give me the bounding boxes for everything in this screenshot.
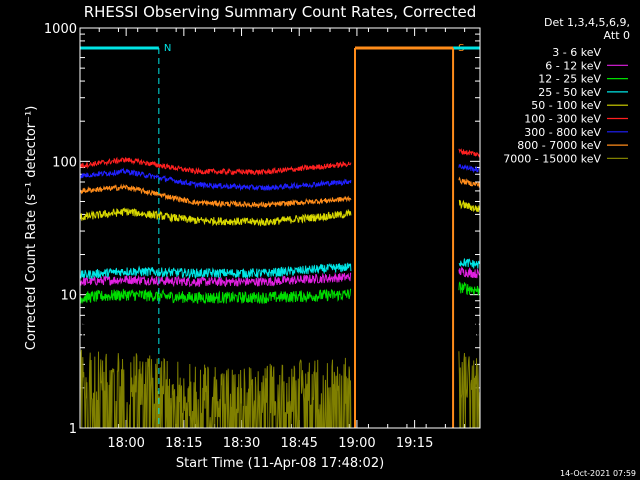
series-line-segment <box>458 265 480 279</box>
chart-title: RHESSI Observing Summary Count Rates, Co… <box>84 3 477 21</box>
flag-label: N <box>164 43 171 54</box>
series-50-100-kev <box>79 199 481 227</box>
plot-area: 1000 100 10 1 18:00 18:15 18:30 18:45 19:00 19:15… <box>44 22 481 451</box>
series-300-800-kev <box>79 164 480 192</box>
series-line-segment <box>458 164 480 174</box>
series-6-12-kev <box>79 265 480 288</box>
x-axis-label: Start Time (11-Apr-08 17:48:02) <box>176 456 384 471</box>
series-line-segment <box>458 351 481 429</box>
legend-item-label: 100 - 300 keV <box>524 113 601 126</box>
legend-item-label: 7000 - 15000 keV <box>503 152 601 165</box>
legend-item-label: 50 - 100 keV <box>531 99 601 112</box>
x-tick-label: 18:45 <box>280 436 317 451</box>
y-tick-label: 1 <box>69 422 77 437</box>
series-line-segment <box>79 167 352 192</box>
series-line-segment <box>79 288 352 305</box>
series-line-segment <box>79 183 352 209</box>
series-line-segment <box>458 148 481 158</box>
legend-item-label: 25 - 50 keV <box>538 86 601 99</box>
legend-item-label: 12 - 25 keV <box>538 73 601 86</box>
legend-title-line-2: Att 0 <box>604 29 630 42</box>
x-tick-label: 18:30 <box>223 436 260 451</box>
legend-item-label: 800 - 7000 keV <box>517 139 601 152</box>
series-line-segment <box>458 281 481 296</box>
series-12-25-kev <box>79 281 481 305</box>
series-line-segment <box>79 207 352 227</box>
legend-item-label: 3 - 6 keV <box>552 46 601 59</box>
y-tick-label: 10 <box>60 289 77 304</box>
x-tick-label: 19:00 <box>338 436 375 451</box>
series-3-6-kev <box>79 315 481 348</box>
series-line-segment <box>458 199 481 213</box>
series-line-segment <box>79 317 352 348</box>
plot-frame <box>79 27 481 429</box>
y-tick-label: 100 <box>52 155 77 170</box>
series-line-segment <box>79 272 352 288</box>
series-line-segment <box>458 315 481 342</box>
series-line-segment <box>79 156 352 176</box>
legend-item-label: 300 - 800 keV <box>524 126 601 139</box>
series-25-50-kev <box>79 258 480 280</box>
series-line-segment <box>458 258 480 269</box>
series-800-7000-kev <box>79 176 481 209</box>
legend-item-label: 6 - 12 keV <box>545 59 601 72</box>
y-axis-label: Corrected Count Rate (s⁻¹ detector⁻¹) <box>24 106 39 351</box>
y-tick-label: 1000 <box>44 22 77 37</box>
series-line-segment <box>458 176 481 188</box>
series-100-300-kev <box>79 148 481 176</box>
x-tick-label: 18:15 <box>165 436 202 451</box>
footer-date: 14-Oct-2021 07:59 <box>560 469 636 478</box>
x-tick-label: 19:15 <box>396 436 433 451</box>
series-line-segment <box>79 262 352 280</box>
x-tick-label: 18:00 <box>107 436 144 451</box>
legend-title-line-1: Det 1,3,4,5,6,9, <box>544 16 630 29</box>
